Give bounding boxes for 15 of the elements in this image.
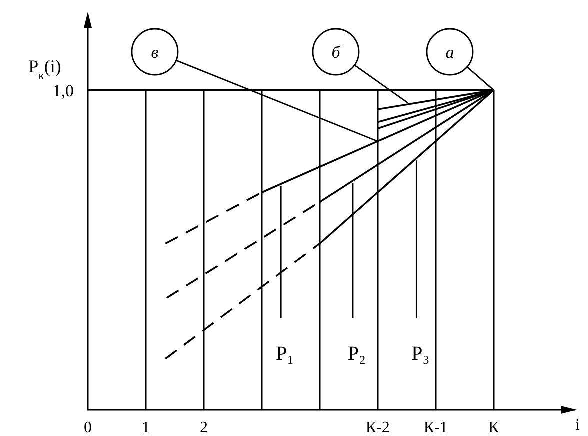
annotation: P₃ [412,343,430,365]
x-tick-label: 2 [200,420,208,436]
x-tick-label: К [488,420,500,436]
y-axis-title: P$_{к}$(i) [28,56,62,82]
x-tick-label: К-2 [366,420,390,436]
x-tick-label: К-1 [424,420,448,436]
annotation: б [332,43,341,62]
x-axis-title: i [576,417,581,434]
annotation: а [446,43,454,62]
annotation: P₁ [276,343,294,365]
x-tick-label: 1 [142,420,150,436]
annotation: P₂ [348,343,366,365]
annotation: в [151,43,160,62]
x-tick-label: 0 [84,420,92,436]
annotation: 1,0 [52,81,74,100]
